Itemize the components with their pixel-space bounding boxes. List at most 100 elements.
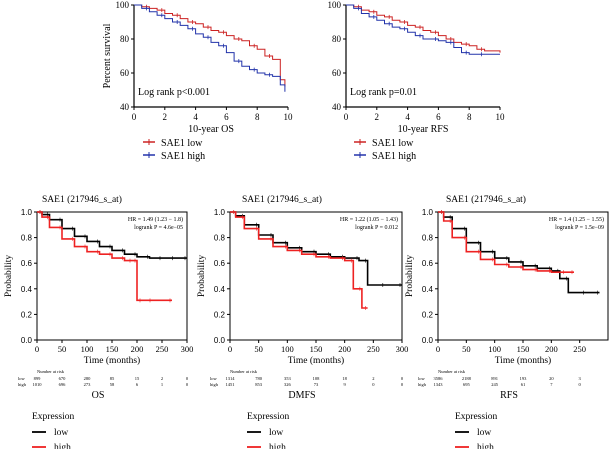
hr-statistic: logrank P = 4.6e−05: [134, 225, 183, 231]
x-tick-label: 250: [367, 344, 380, 354]
x-tick-label: 300: [181, 344, 194, 354]
risk-value: 353: [284, 376, 292, 381]
y-tick-label: 0.8: [422, 234, 434, 243]
x-tick-label: 200: [131, 344, 144, 354]
y-tick-label: 1.0: [422, 208, 434, 217]
x-tick-label: 2: [375, 112, 380, 122]
x-tick-label: 100: [281, 344, 294, 354]
x-tick-label: 200: [338, 344, 351, 354]
y-tick-label: 100: [328, 0, 342, 10]
risk-value: 2188: [462, 376, 472, 381]
x-tick-label: 4: [405, 112, 410, 122]
x-tick-label: 8: [255, 112, 260, 122]
risk-value: 0: [401, 382, 404, 387]
legend-label: high: [477, 443, 494, 449]
x-axis-label: Time (months): [495, 355, 551, 366]
risk-value: 0: [372, 382, 375, 387]
legend-title: Expression: [455, 412, 497, 422]
risk-value: 780: [255, 376, 263, 381]
km-panel-bottom-left: SAE1 (217946_s_at) 0.0 0.2 0.4 0.6 0.8 1.0 0 50 1…: [4, 194, 193, 449]
y-tick-label: 0.4: [21, 285, 33, 294]
risk-value: 245: [491, 382, 499, 387]
risk-value: 61: [521, 382, 526, 387]
y-axis-label: Probability: [4, 255, 14, 297]
risk-value: 15: [135, 376, 140, 381]
km-panel-top-right: 40 60 80 100 0 2 4 6 8 10 10-year RFS Log rank p=0.…: [328, 0, 506, 162]
survival-curve-high: [37, 211, 172, 302]
y-tick-label: 1.0: [21, 208, 33, 217]
y-tick-label: 0.6: [21, 259, 33, 268]
panel-caption: DMFS: [288, 390, 315, 401]
risk-row-label: low: [210, 376, 218, 381]
y-axis-label: Percent survival: [102, 23, 113, 88]
legend-label: high: [54, 443, 71, 449]
y-tick-label: 0.0: [422, 336, 434, 345]
hr-statistic: logrank P = 1.5e−09: [555, 225, 604, 231]
risk-value: 273: [84, 382, 92, 387]
y-tick-label: 80: [332, 34, 342, 44]
risk-row-label: low: [18, 376, 26, 381]
y-tick-label: 0.2: [214, 310, 226, 319]
x-axis-label: Time (months): [84, 355, 140, 366]
y-tick-label: 0.4: [422, 285, 434, 294]
x-tick-label: 150: [517, 344, 530, 354]
y-tick-label: 0.8: [21, 234, 33, 243]
y-tick-label: 1.0: [214, 208, 226, 217]
y-tick-label: 100: [116, 0, 130, 10]
risk-value: 58: [110, 382, 115, 387]
x-tick-label: 0: [228, 344, 232, 354]
y-tick-label: 0.6: [422, 259, 434, 268]
risk-row-label: high: [18, 382, 27, 387]
risk-value: 891: [491, 376, 498, 381]
y-axis-label: Probability: [405, 255, 415, 297]
risk-value: 670: [59, 376, 67, 381]
legend-label: SAE1 low: [372, 138, 414, 149]
legend-label: SAE1 low: [161, 138, 203, 149]
x-tick-label: 2: [163, 112, 168, 122]
x-tick-label: 250: [573, 344, 586, 354]
risk-table-header: Number at risk: [37, 369, 65, 374]
x-tick-label: 8: [467, 112, 472, 122]
risk-value: 853: [255, 382, 263, 387]
risk-value: 326: [284, 382, 292, 387]
x-tick-label: 250: [156, 344, 169, 354]
x-tick-label: 6: [436, 112, 441, 122]
legend-label: high: [269, 443, 286, 449]
risk-table-header: Number at risk: [438, 369, 466, 374]
plot-title: SAE1 (217946_s_at): [42, 194, 122, 205]
risk-value: 0: [186, 382, 189, 387]
risk-value: 2: [372, 376, 374, 381]
y-tick-label: 0.0: [214, 336, 226, 345]
x-tick-label: 0: [35, 344, 39, 354]
x-tick-label: 10: [496, 112, 506, 122]
risk-value: 3586: [434, 376, 444, 381]
x-tick-label: 50: [58, 344, 67, 354]
y-tick-label: 60: [332, 68, 342, 78]
y-tick-label: 40: [332, 102, 342, 112]
x-tick-label: 0: [344, 112, 349, 122]
risk-value: 0: [401, 376, 404, 381]
risk-value: 3: [579, 376, 582, 381]
legend-label: low: [269, 428, 283, 438]
survival-curve-high: [230, 211, 368, 309]
legend-label: low: [54, 428, 68, 438]
y-tick-label: 0.8: [214, 234, 226, 243]
risk-value: 18: [342, 376, 347, 381]
y-tick-label: 60: [120, 68, 130, 78]
x-axis-label: Time (months): [288, 355, 344, 366]
km-panel-bottom-right: SAE1 (217946_s_at) 0.0 0.2 0.4 0.6 0.8 1.0 0 50 1…: [405, 194, 609, 449]
risk-value: 2: [161, 376, 163, 381]
survival-curve-sae1-high: [346, 4, 500, 55]
x-axis-label: 10-year OS: [188, 124, 234, 135]
survival-curve-sae1-low: [346, 4, 501, 53]
x-tick-label: 0: [132, 112, 137, 122]
x-axis-label: 10-year RFS: [398, 124, 449, 135]
risk-row-label: low: [418, 376, 426, 381]
y-tick-label: 0.2: [422, 310, 434, 319]
x-tick-label: 50: [254, 344, 263, 354]
x-tick-label: 150: [106, 344, 119, 354]
legend-label: SAE1 high: [372, 151, 416, 162]
risk-value: 108: [313, 376, 321, 381]
y-axis-label: Probability: [197, 255, 207, 297]
risk-value: 85: [110, 376, 115, 381]
